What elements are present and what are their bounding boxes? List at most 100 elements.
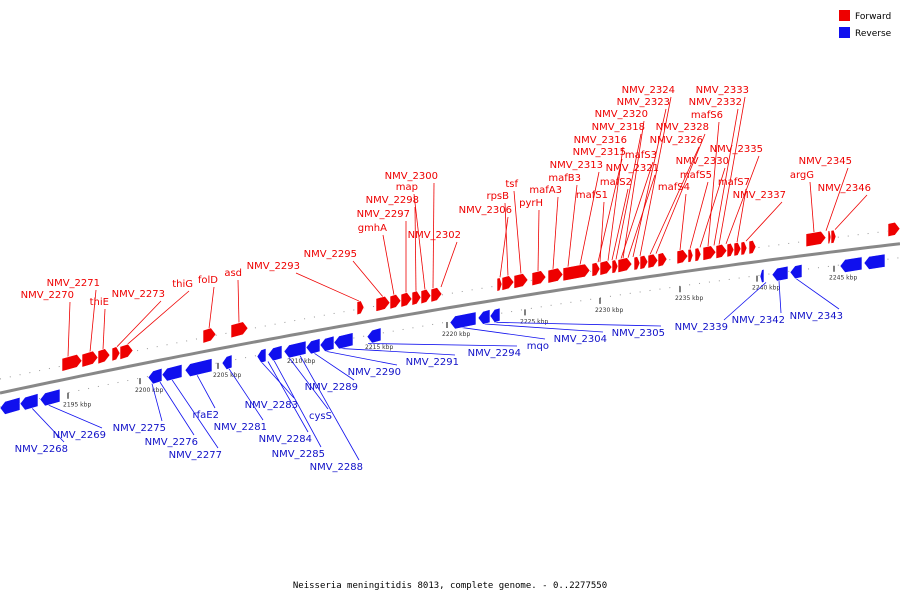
forward-gene-arrow	[687, 248, 694, 263]
forward-gene-arrow	[694, 247, 702, 262]
forward-gene-label: NMV_2270	[21, 290, 74, 301]
forward-label-leader	[707, 121, 720, 247]
axis-tick-label: 2245 kbp	[829, 275, 857, 282]
forward-gene-arrow	[430, 287, 443, 303]
forward-label-leader	[611, 188, 629, 261]
forward-gene-arrow	[647, 253, 659, 269]
forward-label-leader	[116, 300, 162, 347]
axis-tick-label: 2195 kbp	[63, 402, 91, 409]
forward-gene-arrow	[827, 230, 832, 245]
forward-gene-label: mafA3	[529, 185, 562, 196]
forward-gene-arrow	[375, 295, 391, 312]
forward-label-leader	[513, 190, 522, 275]
reverse-gene-arrow	[489, 307, 501, 323]
forward-label-leader	[597, 158, 623, 263]
reverse-gene-arrow	[256, 347, 267, 364]
reverse-gene-label: NMV_2285	[272, 449, 325, 460]
reverse-label-leader	[228, 368, 264, 421]
forward-label-leader	[713, 108, 739, 246]
forward-gene-label: tsf	[505, 179, 518, 190]
forward-label-leader	[440, 241, 458, 288]
reverse-gene-label: NMV_2289	[305, 382, 358, 393]
reverse-label-leader	[367, 343, 518, 347]
forward-gene-label: map	[396, 182, 418, 193]
forward-label-leader	[126, 290, 190, 345]
forward-gene-arrow	[805, 230, 827, 248]
forward-gene-label: argG	[790, 170, 814, 181]
forward-label-leader	[699, 167, 726, 248]
forward-gene-label: pyrH	[519, 198, 543, 209]
reverse-label-leader	[461, 327, 546, 340]
forward-label-leader	[579, 171, 600, 265]
reverse-gene-label: mqo	[527, 341, 549, 352]
forward-gene-arrow	[733, 241, 742, 257]
reverse-gene-arrow	[319, 335, 335, 352]
forward-label-leader	[615, 133, 642, 260]
reverse-gene-label: NMV_2276	[145, 437, 198, 448]
forward-gene-label: mafS6	[691, 110, 723, 121]
reverse-gene-label: NMV_2294	[468, 348, 521, 359]
forward-gene-arrow	[715, 243, 728, 260]
reverse-gene-label: NMV_2283	[245, 400, 298, 411]
forward-gene-label: NMV_2297	[357, 209, 410, 220]
reverse-label-leader	[795, 278, 840, 310]
forward-gene-label: NMV_2330	[676, 156, 729, 167]
reverse-gene-label: cysS	[309, 411, 332, 422]
forward-label-leader	[627, 174, 656, 258]
reverse-label-leader	[483, 323, 604, 333]
forward-gene-arrow	[702, 245, 717, 261]
forward-gene-label: mafS5	[680, 170, 712, 181]
reverse-label-leader	[313, 352, 355, 381]
forward-gene-arrow	[111, 346, 121, 362]
legend-forward-swatch	[839, 10, 850, 21]
reverse-gene-label: NMV_2305	[612, 328, 665, 339]
reverse-label-leader	[339, 348, 456, 356]
axis-tick-label: 2230 kbp	[595, 307, 623, 314]
reverse-label-leader	[267, 361, 309, 433]
forward-label-leader	[620, 161, 654, 259]
forward-label-leader	[414, 206, 417, 292]
forward-gene-arrow	[657, 252, 668, 268]
forward-gene-label: NMV_2321	[606, 163, 659, 174]
reverse-gene-arrow	[771, 265, 789, 282]
forward-gene-label: NMV_2318	[592, 122, 645, 133]
reverse-label-leader	[171, 379, 219, 449]
forward-gene-label: NMV_2320	[595, 109, 648, 120]
forward-label-leader	[413, 193, 426, 290]
axis-tick-label: 2205 kbp	[213, 372, 241, 379]
reverse-label-leader	[261, 362, 295, 399]
label-leaders	[31, 96, 868, 461]
reverse-gene-arrow	[0, 396, 21, 415]
legend-reverse-swatch	[839, 27, 850, 38]
forward-gene-label: NMV_2293	[247, 261, 300, 272]
forward-gene-label: folD	[198, 275, 218, 286]
forward-label-leader	[382, 234, 395, 296]
reverse-gene-arrow	[267, 345, 283, 362]
axis-tick-label: 2210 kbp	[287, 358, 315, 365]
reverse-gene-arrow	[839, 256, 863, 273]
forward-gene-arrow	[501, 275, 515, 291]
reverse-gene-arrow	[221, 354, 233, 370]
forward-label-leader	[834, 194, 868, 230]
forward-label-leader	[679, 193, 687, 251]
forward-gene-label: NMV_2298	[366, 195, 419, 206]
forward-gene-label: thiE	[90, 297, 109, 308]
reverse-label-leader	[151, 383, 163, 422]
forward-label-leader	[607, 146, 624, 261]
forward-gene-label: NMV_2315	[573, 147, 626, 158]
reverse-gene-arrow	[789, 263, 803, 280]
forward-gene-label: NMV_2335	[710, 144, 763, 155]
forward-gene-label: rpsB	[486, 191, 509, 202]
reverse-label-leader	[288, 357, 329, 410]
axis-tick-label: 2235 kbp	[675, 295, 703, 302]
forward-label-leader	[237, 279, 240, 323]
forward-gene-label: gmhA	[358, 223, 387, 234]
reverse-gene-label: NMV_2290	[348, 367, 401, 378]
axis-tick-label: 2200 kbp	[135, 387, 163, 394]
forward-gene-arrow	[356, 300, 365, 316]
reverse-gene-label: NMV_2304	[554, 334, 607, 345]
forward-gene-arrow	[531, 270, 547, 287]
reverse-label-leader	[159, 381, 195, 436]
